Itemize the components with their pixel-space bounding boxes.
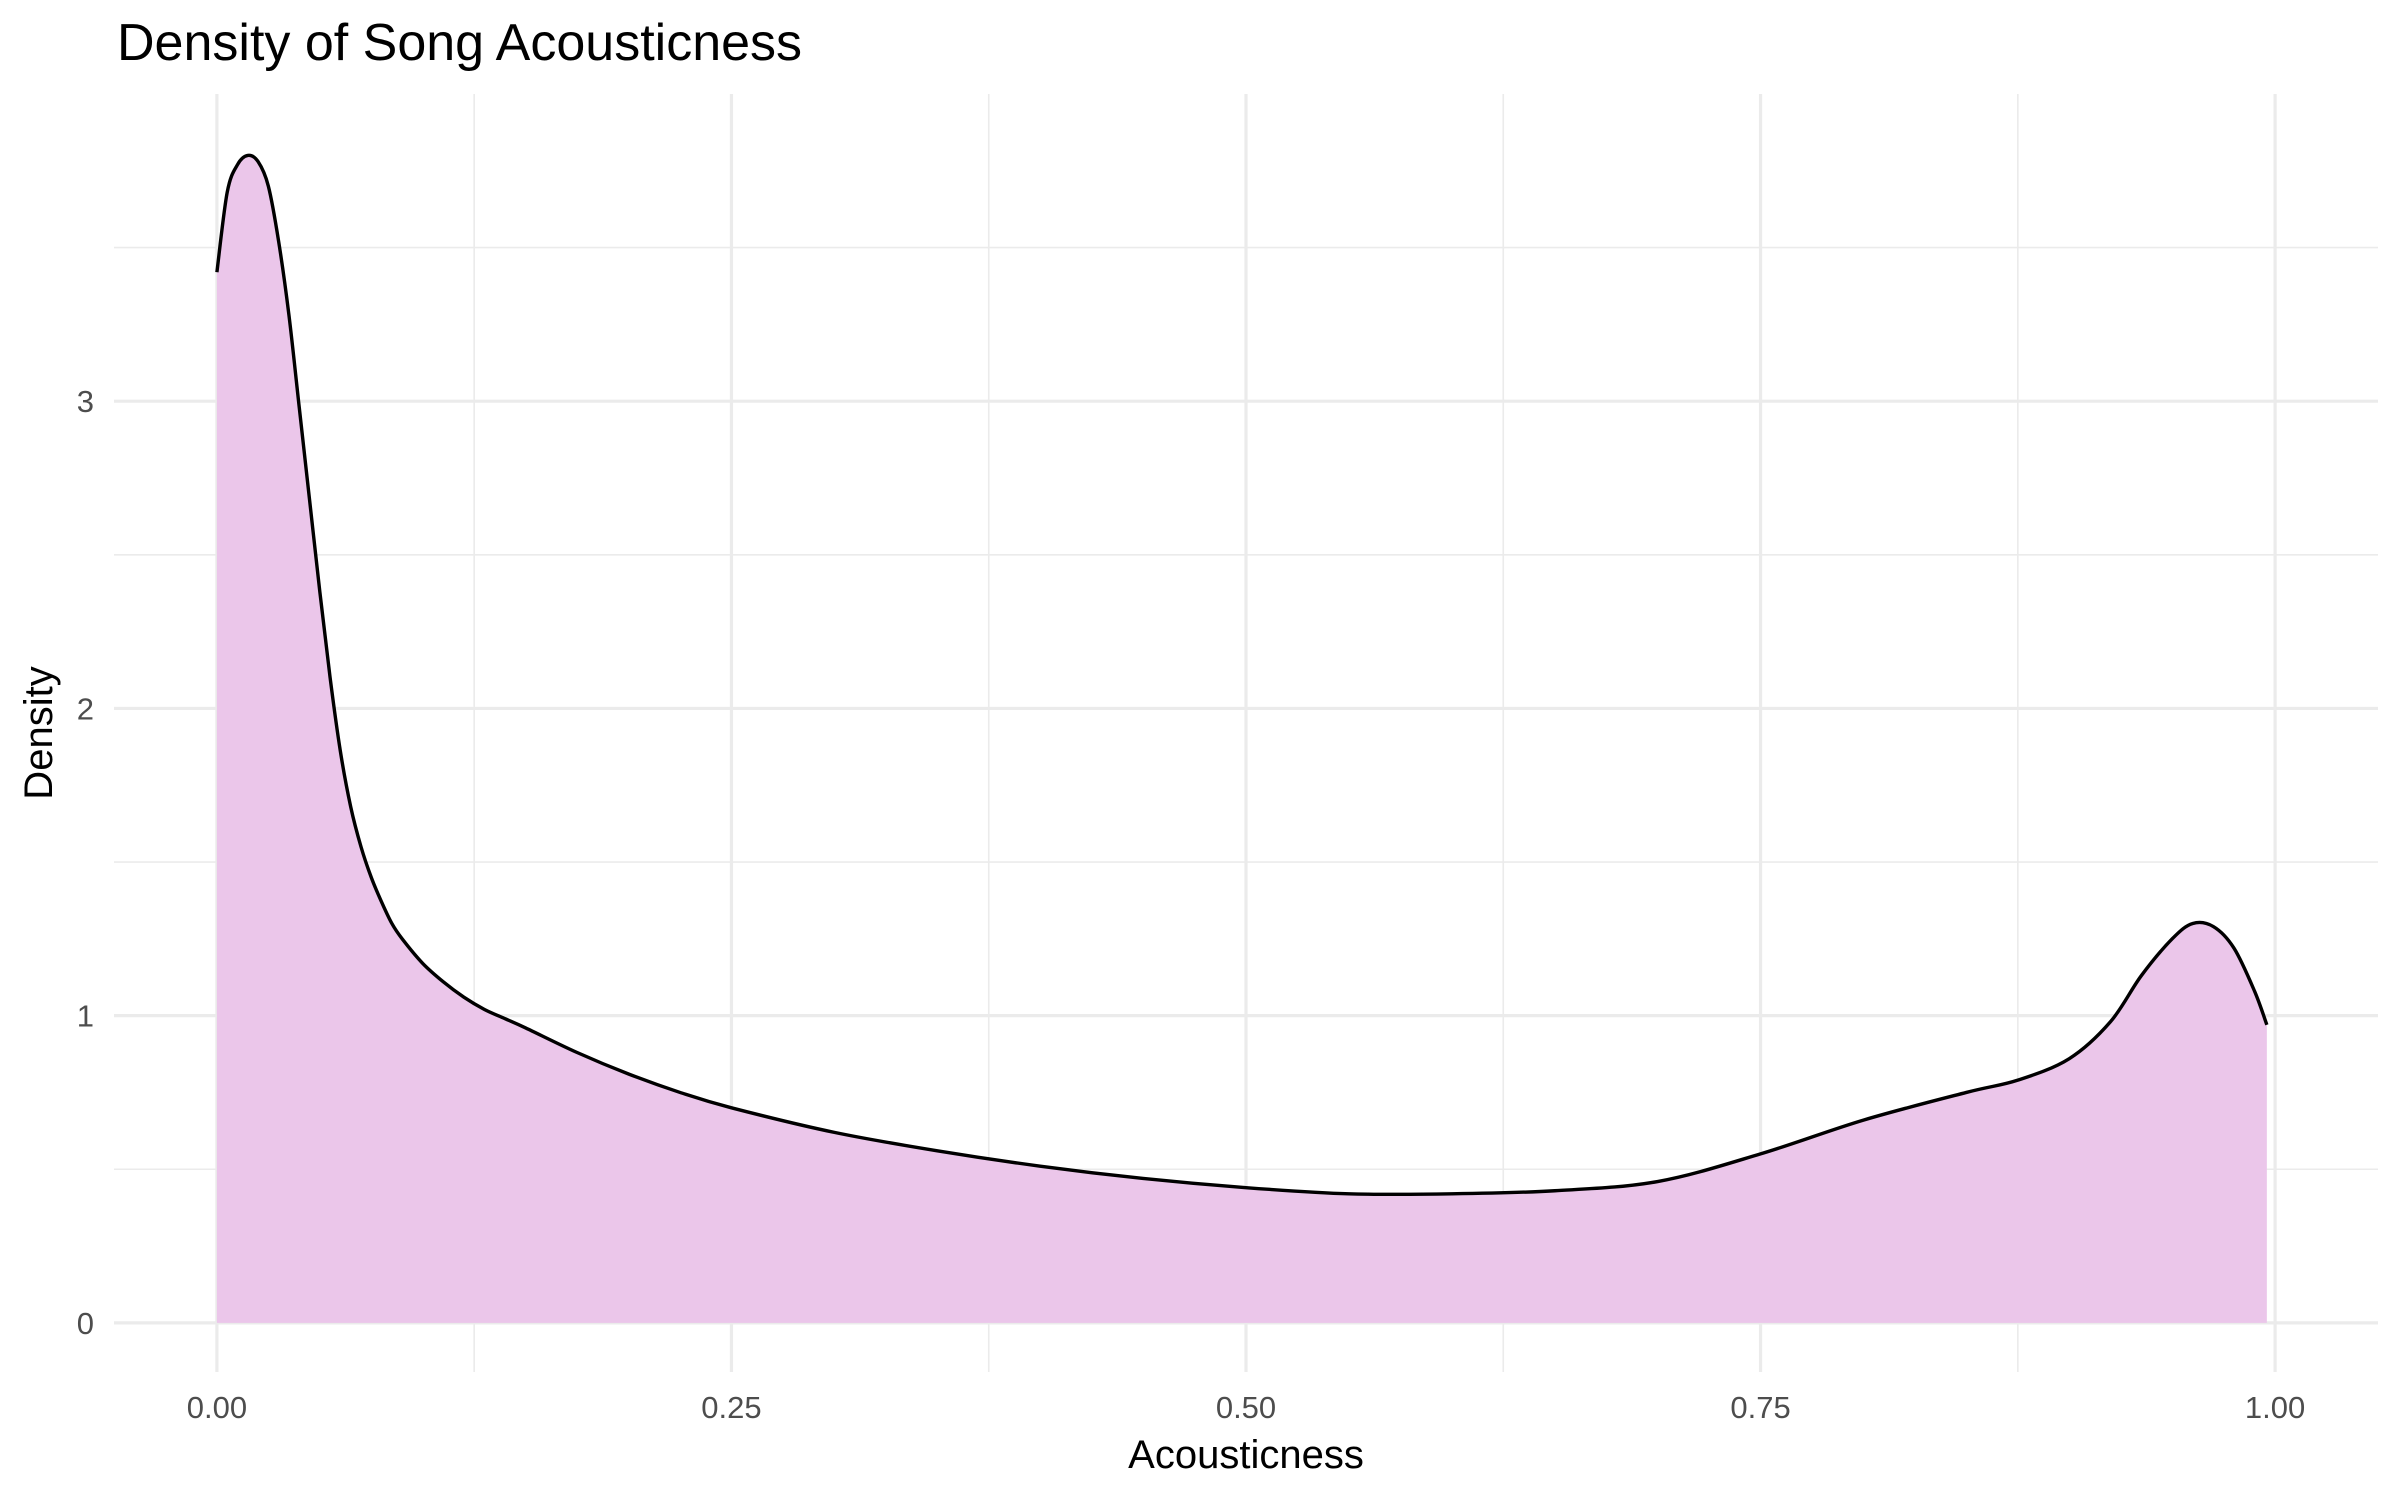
- y-tick-label: 2: [77, 691, 94, 726]
- x-tick-label: 1.00: [2245, 1390, 2305, 1425]
- chart-title: Density of Song Acousticness: [117, 14, 802, 72]
- density-area: [216, 155, 2267, 1323]
- y-tick-label: 3: [77, 384, 94, 419]
- x-axis-title: Acousticness: [1128, 1433, 1364, 1477]
- y-axis-ticks: 0 1 2 3: [77, 384, 94, 1341]
- x-tick-label: 0.50: [1216, 1390, 1276, 1425]
- y-tick-label: 0: [77, 1306, 94, 1341]
- density-line: [215, 153, 2269, 1197]
- x-tick-label: 0.75: [1730, 1390, 1790, 1425]
- y-axis-title: Density: [17, 666, 61, 799]
- x-axis-ticks: 0.00 0.25 0.50 0.75 1.00: [187, 1390, 2306, 1425]
- x-tick-label: 0.25: [701, 1390, 761, 1425]
- y-tick-label: 1: [77, 999, 94, 1034]
- x-tick-label: 0.00: [187, 1390, 247, 1425]
